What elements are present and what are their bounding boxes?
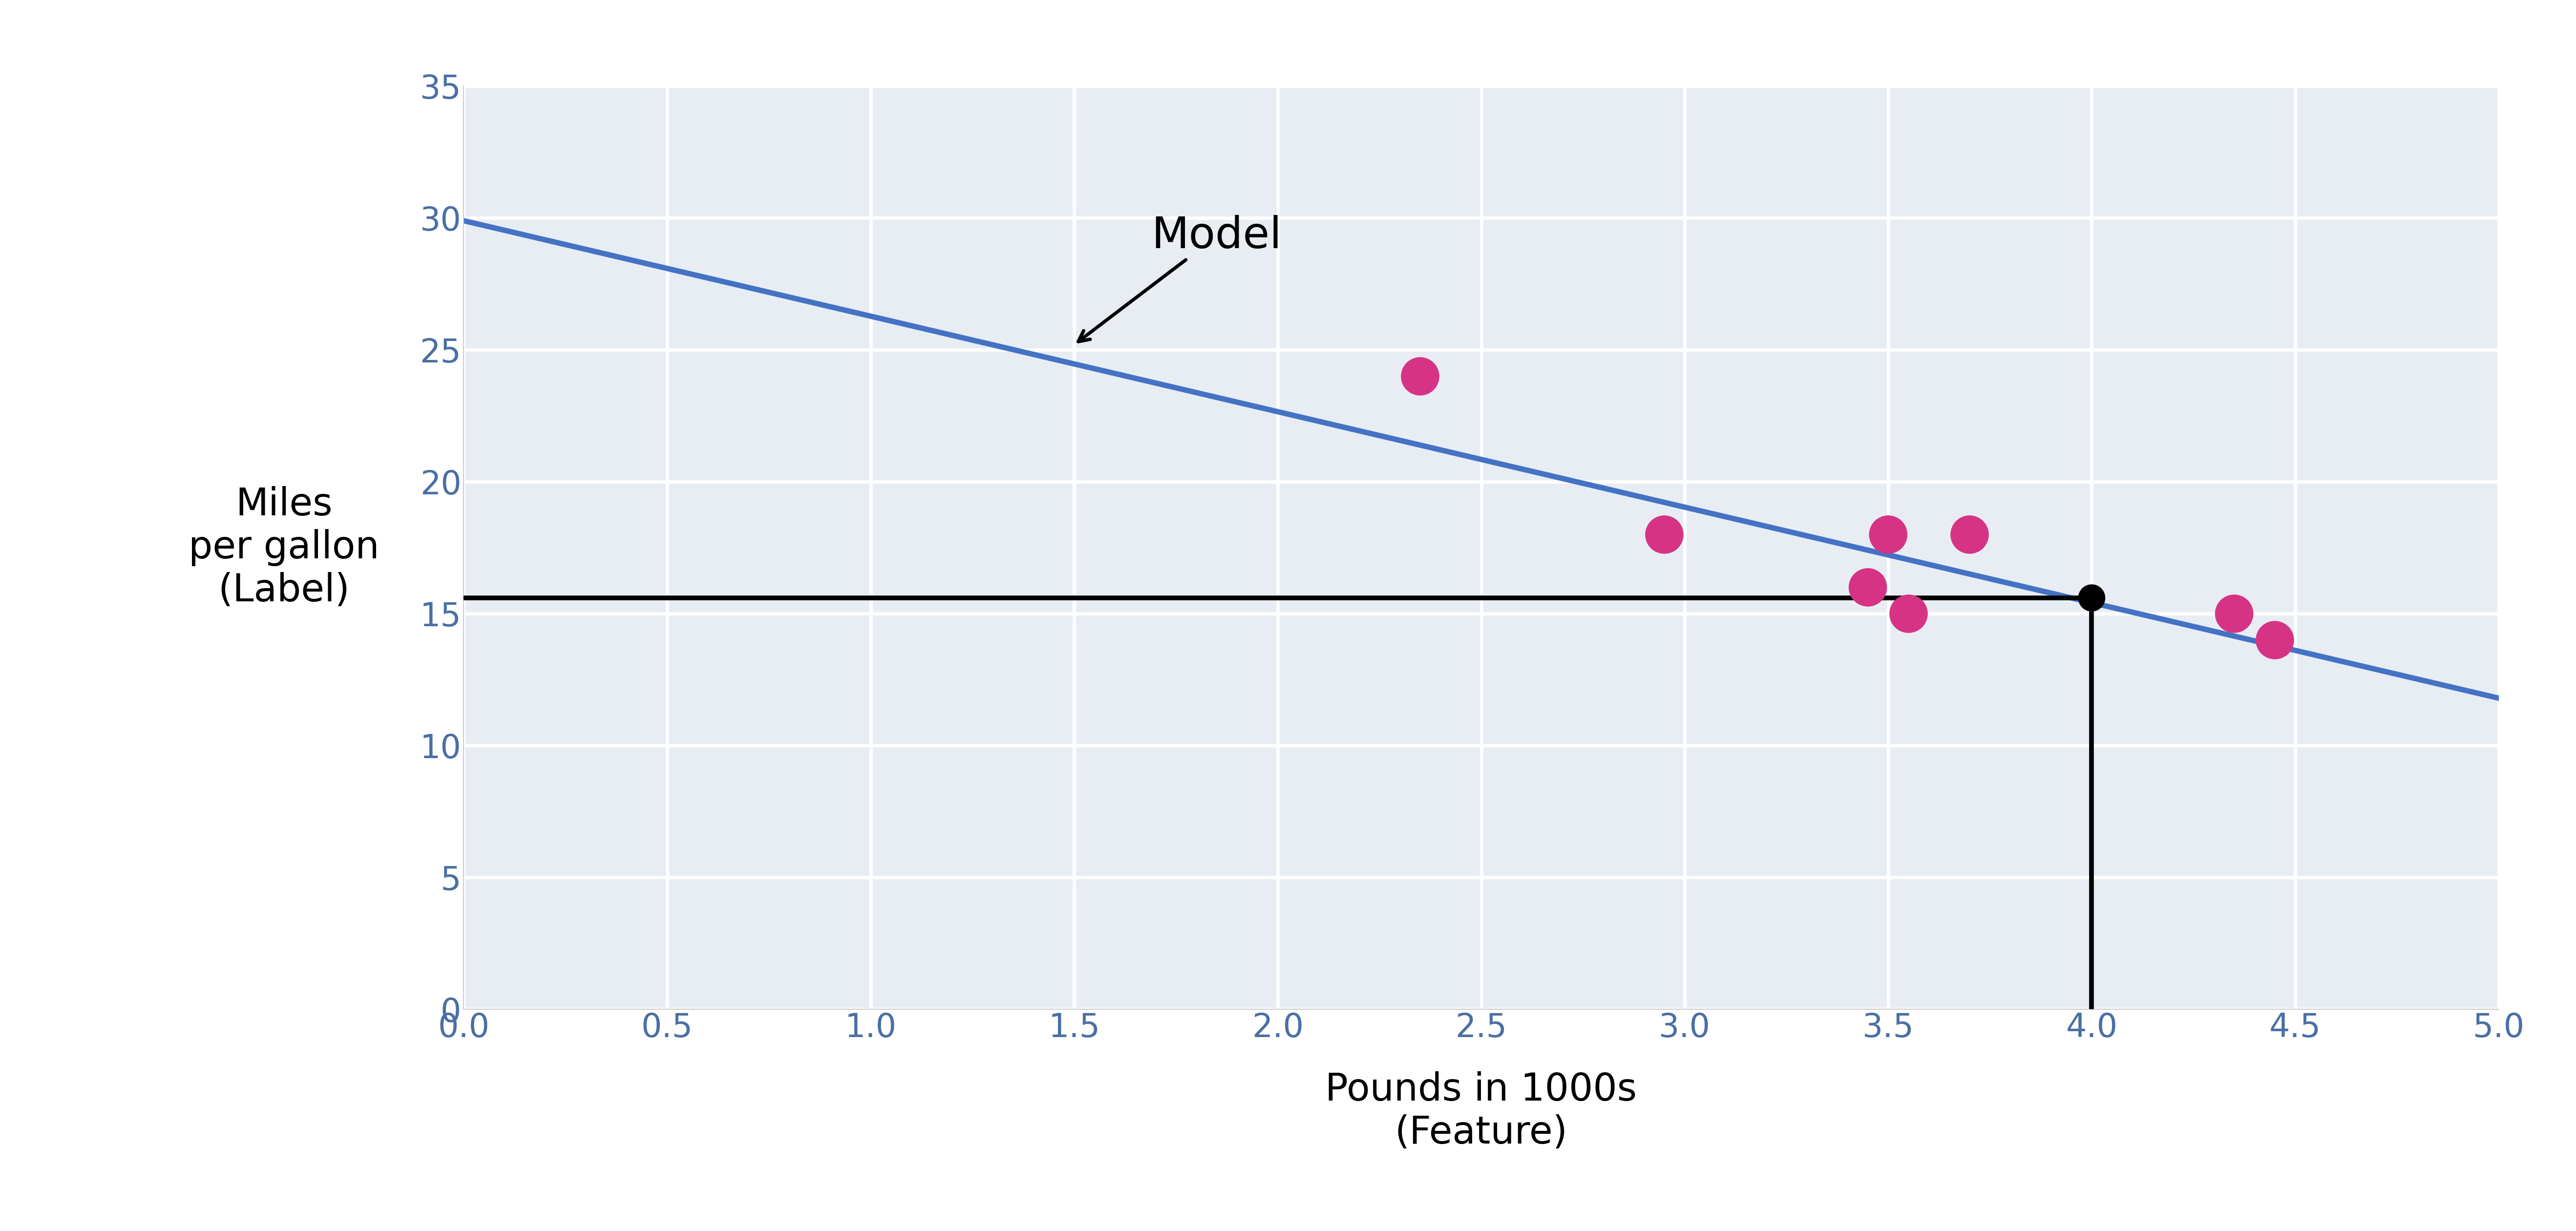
Point — [2254, 630, 2295, 650]
Y-axis label: Miles
per gallon
(Label): Miles per gallon (Label) — [188, 486, 379, 609]
Point — [1847, 577, 1888, 597]
Point — [1868, 524, 1909, 544]
Point — [1888, 604, 1929, 624]
Point — [1950, 524, 1991, 544]
Point — [1643, 524, 1685, 544]
Text: Model: Model — [1079, 215, 1283, 341]
Point — [2071, 588, 2112, 608]
Point — [2213, 604, 2254, 624]
Point — [1399, 367, 1440, 387]
X-axis label: Pounds in 1000s
(Feature): Pounds in 1000s (Feature) — [1327, 1071, 1636, 1151]
